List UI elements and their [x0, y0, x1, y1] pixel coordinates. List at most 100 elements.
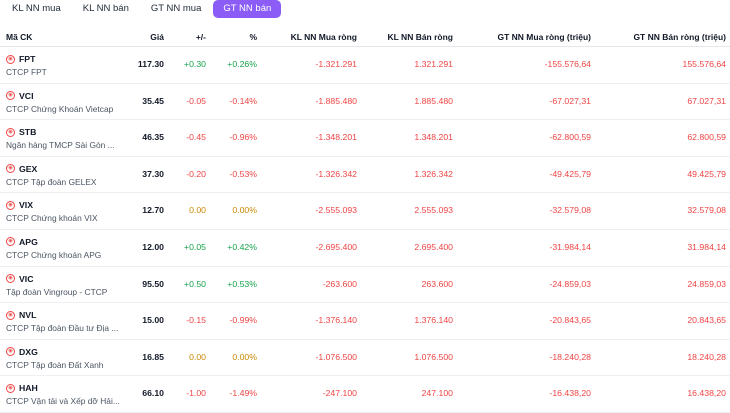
table-row[interactable]: ◉ APG CTCP Chứng khoán APG 12.00 +0.05 +0.42%… [0, 230, 730, 267]
stock-code[interactable]: GEX [19, 163, 38, 174]
header-price[interactable]: Giá [150, 32, 164, 42]
net-sell-volume-cell: 2.695.400 [414, 241, 453, 252]
header-net-buy-value[interactable]: GT NN Mua ròng (triệu) [497, 32, 592, 42]
stock-code[interactable]: DXG [19, 346, 38, 357]
stock-exchange-icon: ◉ [6, 91, 15, 101]
net-buy-value-cell: -49.425,79 [549, 168, 591, 179]
stock-exchange-icon: ◉ [6, 383, 15, 393]
table-row[interactable]: ◉ DXG CTCP Tập đoàn Đất Xanh 16.85 0.00 0.00%… [0, 340, 730, 377]
stock-code[interactable]: HAH [19, 383, 38, 394]
header-percent[interactable]: % [249, 32, 257, 42]
stock-symbol[interactable]: ◉ NVL [6, 310, 36, 320]
price-cell: 12.00 [142, 241, 164, 252]
table-row[interactable]: ◉ FPT CTCP FPT 117.30 +0.30 +0.26% -1.321.291 1… [0, 47, 730, 84]
stock-symbol[interactable]: ◉ HAH [6, 383, 38, 393]
net-sell-value-cell: 67.027,31 [687, 95, 726, 106]
stock-symbol[interactable]: ◉ STB [6, 127, 36, 137]
stock-code[interactable]: VIX [19, 200, 34, 211]
header-code[interactable]: Mã CK [6, 32, 33, 42]
net-buy-value-cell: -32.579,08 [549, 205, 591, 216]
header-net-sell-volume[interactable]: KL NN Bán ròng [387, 32, 453, 42]
price-cell: 12.70 [142, 205, 164, 216]
stock-symbol[interactable]: ◉ DXG [6, 347, 38, 357]
stock-exchange-icon: ◉ [6, 274, 15, 284]
percent-cell: -0.14% [229, 95, 257, 106]
net-sell-value-cell: 16.438,20 [687, 388, 726, 399]
stock-code[interactable]: FPT [19, 54, 36, 64]
net-buy-volume-cell: -2.555.093 [315, 205, 357, 216]
table-row[interactable]: ◉ VIX CTCP Chứng khoán VIX 12.70 0.00 0.00% -2… [0, 193, 730, 230]
stock-code[interactable]: VIC [19, 273, 34, 284]
tab-gt-nn-ban[interactable]: GT NN bán [213, 0, 282, 18]
percent-cell: -0.53% [229, 168, 257, 179]
price-cell: 16.85 [142, 351, 164, 362]
price-cell: 95.50 [142, 278, 164, 289]
stock-symbol[interactable]: ◉ VIC [6, 274, 33, 284]
net-buy-value-cell: -20.843,65 [549, 315, 591, 326]
net-buy-value-cell: -67.027,31 [549, 95, 591, 106]
net-buy-value-cell: -18.240,28 [549, 351, 591, 362]
net-buy-volume-cell: -1.348.201 [315, 132, 357, 143]
change-cell: 0.00 [189, 205, 206, 216]
stock-code[interactable]: APG [19, 236, 38, 247]
net-sell-value-cell: 155.576,64 [682, 59, 726, 69]
tab-gt-nn-mua[interactable]: GT NN mua [150, 3, 202, 14]
net-sell-value-cell: 20.843,65 [687, 315, 726, 326]
table-row[interactable]: ◉ STB Ngân hàng TMCP Sài Gòn ... 46.35 -0.45… [0, 120, 730, 157]
change-cell: -0.20 [186, 168, 206, 179]
header-change[interactable]: +/- [195, 32, 206, 42]
net-buy-volume-cell: -1.321.291 [315, 59, 357, 69]
table-row[interactable]: ◉ HAH CTCP Vận tải và Xếp dỡ Hải... 66.10 -1… [0, 376, 730, 413]
stock-symbol[interactable]: ◉ VCI [6, 91, 33, 101]
price-cell: 37.30 [142, 168, 164, 179]
net-sell-value-cell: 24.859,03 [687, 278, 726, 289]
net-sell-value-cell: 18.240,28 [687, 351, 726, 362]
net-buy-volume-cell: -2.695.400 [315, 241, 357, 252]
net-sell-value-cell: 49.425,79 [687, 168, 726, 179]
stock-symbol[interactable]: ◉ APG [6, 237, 38, 247]
tab-kl-nn-mua[interactable]: KL NN mua [12, 3, 61, 14]
price-cell: 117.30 [137, 59, 164, 69]
net-sell-volume-cell: 2.555.093 [414, 205, 453, 216]
percent-cell: +0.42% [227, 241, 257, 252]
stock-code[interactable]: VCI [19, 90, 34, 101]
change-cell: 0.00 [189, 351, 206, 362]
percent-cell: +0.53% [227, 278, 257, 289]
net-buy-volume-cell: -263.600 [322, 278, 357, 289]
change-cell: -1.00 [186, 388, 206, 399]
stock-code[interactable]: STB [19, 127, 37, 138]
company-name: CTCP Chứng Khoán Vietcap [6, 103, 114, 114]
price-cell: 46.35 [142, 132, 164, 143]
table-body: ◉ FPT CTCP FPT 117.30 +0.30 +0.26% -1.321.291 1… [0, 47, 730, 413]
table-row[interactable]: ◉ NVL CTCP Tập đoàn Đầu tư Địa ... 15.00 -0.… [0, 303, 730, 340]
company-name: Ngân hàng TMCP Sài Gòn ... [6, 140, 115, 151]
stock-symbol[interactable]: ◉ VIX [6, 200, 33, 210]
table-row[interactable]: ◉ GEX CTCP Tập đoàn GELEX 37.30 -0.20 -0.53% -… [0, 157, 730, 194]
header-net-sell-value[interactable]: GT NN Bán ròng (triệu) [633, 32, 726, 42]
percent-cell: +0.26% [227, 59, 257, 69]
net-sell-volume-cell: 1.376.140 [414, 315, 453, 326]
company-name: CTCP Vận tải và Xếp dỡ Hải... [6, 396, 120, 407]
change-cell: +0.30 [184, 59, 206, 69]
net-buy-value-cell: -24.859,03 [549, 278, 591, 289]
table-row[interactable]: ◉ VCI CTCP Chứng Khoán Vietcap 35.45 -0.05 -0… [0, 84, 730, 121]
company-name: CTCP FPT [6, 67, 47, 77]
company-name: CTCP Tập đoàn Đất Xanh [6, 359, 104, 370]
stock-exchange-icon: ◉ [6, 310, 15, 320]
company-name: CTCP Tập đoàn Đầu tư Địa ... [6, 323, 119, 334]
net-buy-volume-cell: -247.100 [322, 388, 357, 399]
header-net-buy-volume[interactable]: KL NN Mua ròng [290, 32, 357, 42]
percent-cell: 0.00% [232, 351, 257, 362]
foreign-trading-table: Mã CK Giá +/- % KL NN Mua ròng KL NN Bán… [0, 30, 730, 413]
stock-exchange-icon: ◉ [6, 54, 15, 64]
stock-symbol[interactable]: ◉ GEX [6, 164, 37, 174]
change-cell: -0.05 [186, 95, 206, 106]
net-buy-volume-cell: -1.885.480 [315, 95, 357, 106]
tab-kl-nn-ban[interactable]: KL NN bán [82, 3, 129, 14]
company-name: CTCP Chứng khoán APG [6, 249, 102, 260]
net-sell-volume-cell: 1.348.201 [414, 132, 453, 143]
table-row[interactable]: ◉ VIC Tập đoàn Vingroup - CTCP 95.50 +0.50 +0… [0, 267, 730, 304]
percent-cell: -0.99% [229, 315, 257, 326]
stock-symbol[interactable]: ◉ FPT [6, 54, 35, 64]
stock-code[interactable]: NVL [19, 310, 37, 321]
